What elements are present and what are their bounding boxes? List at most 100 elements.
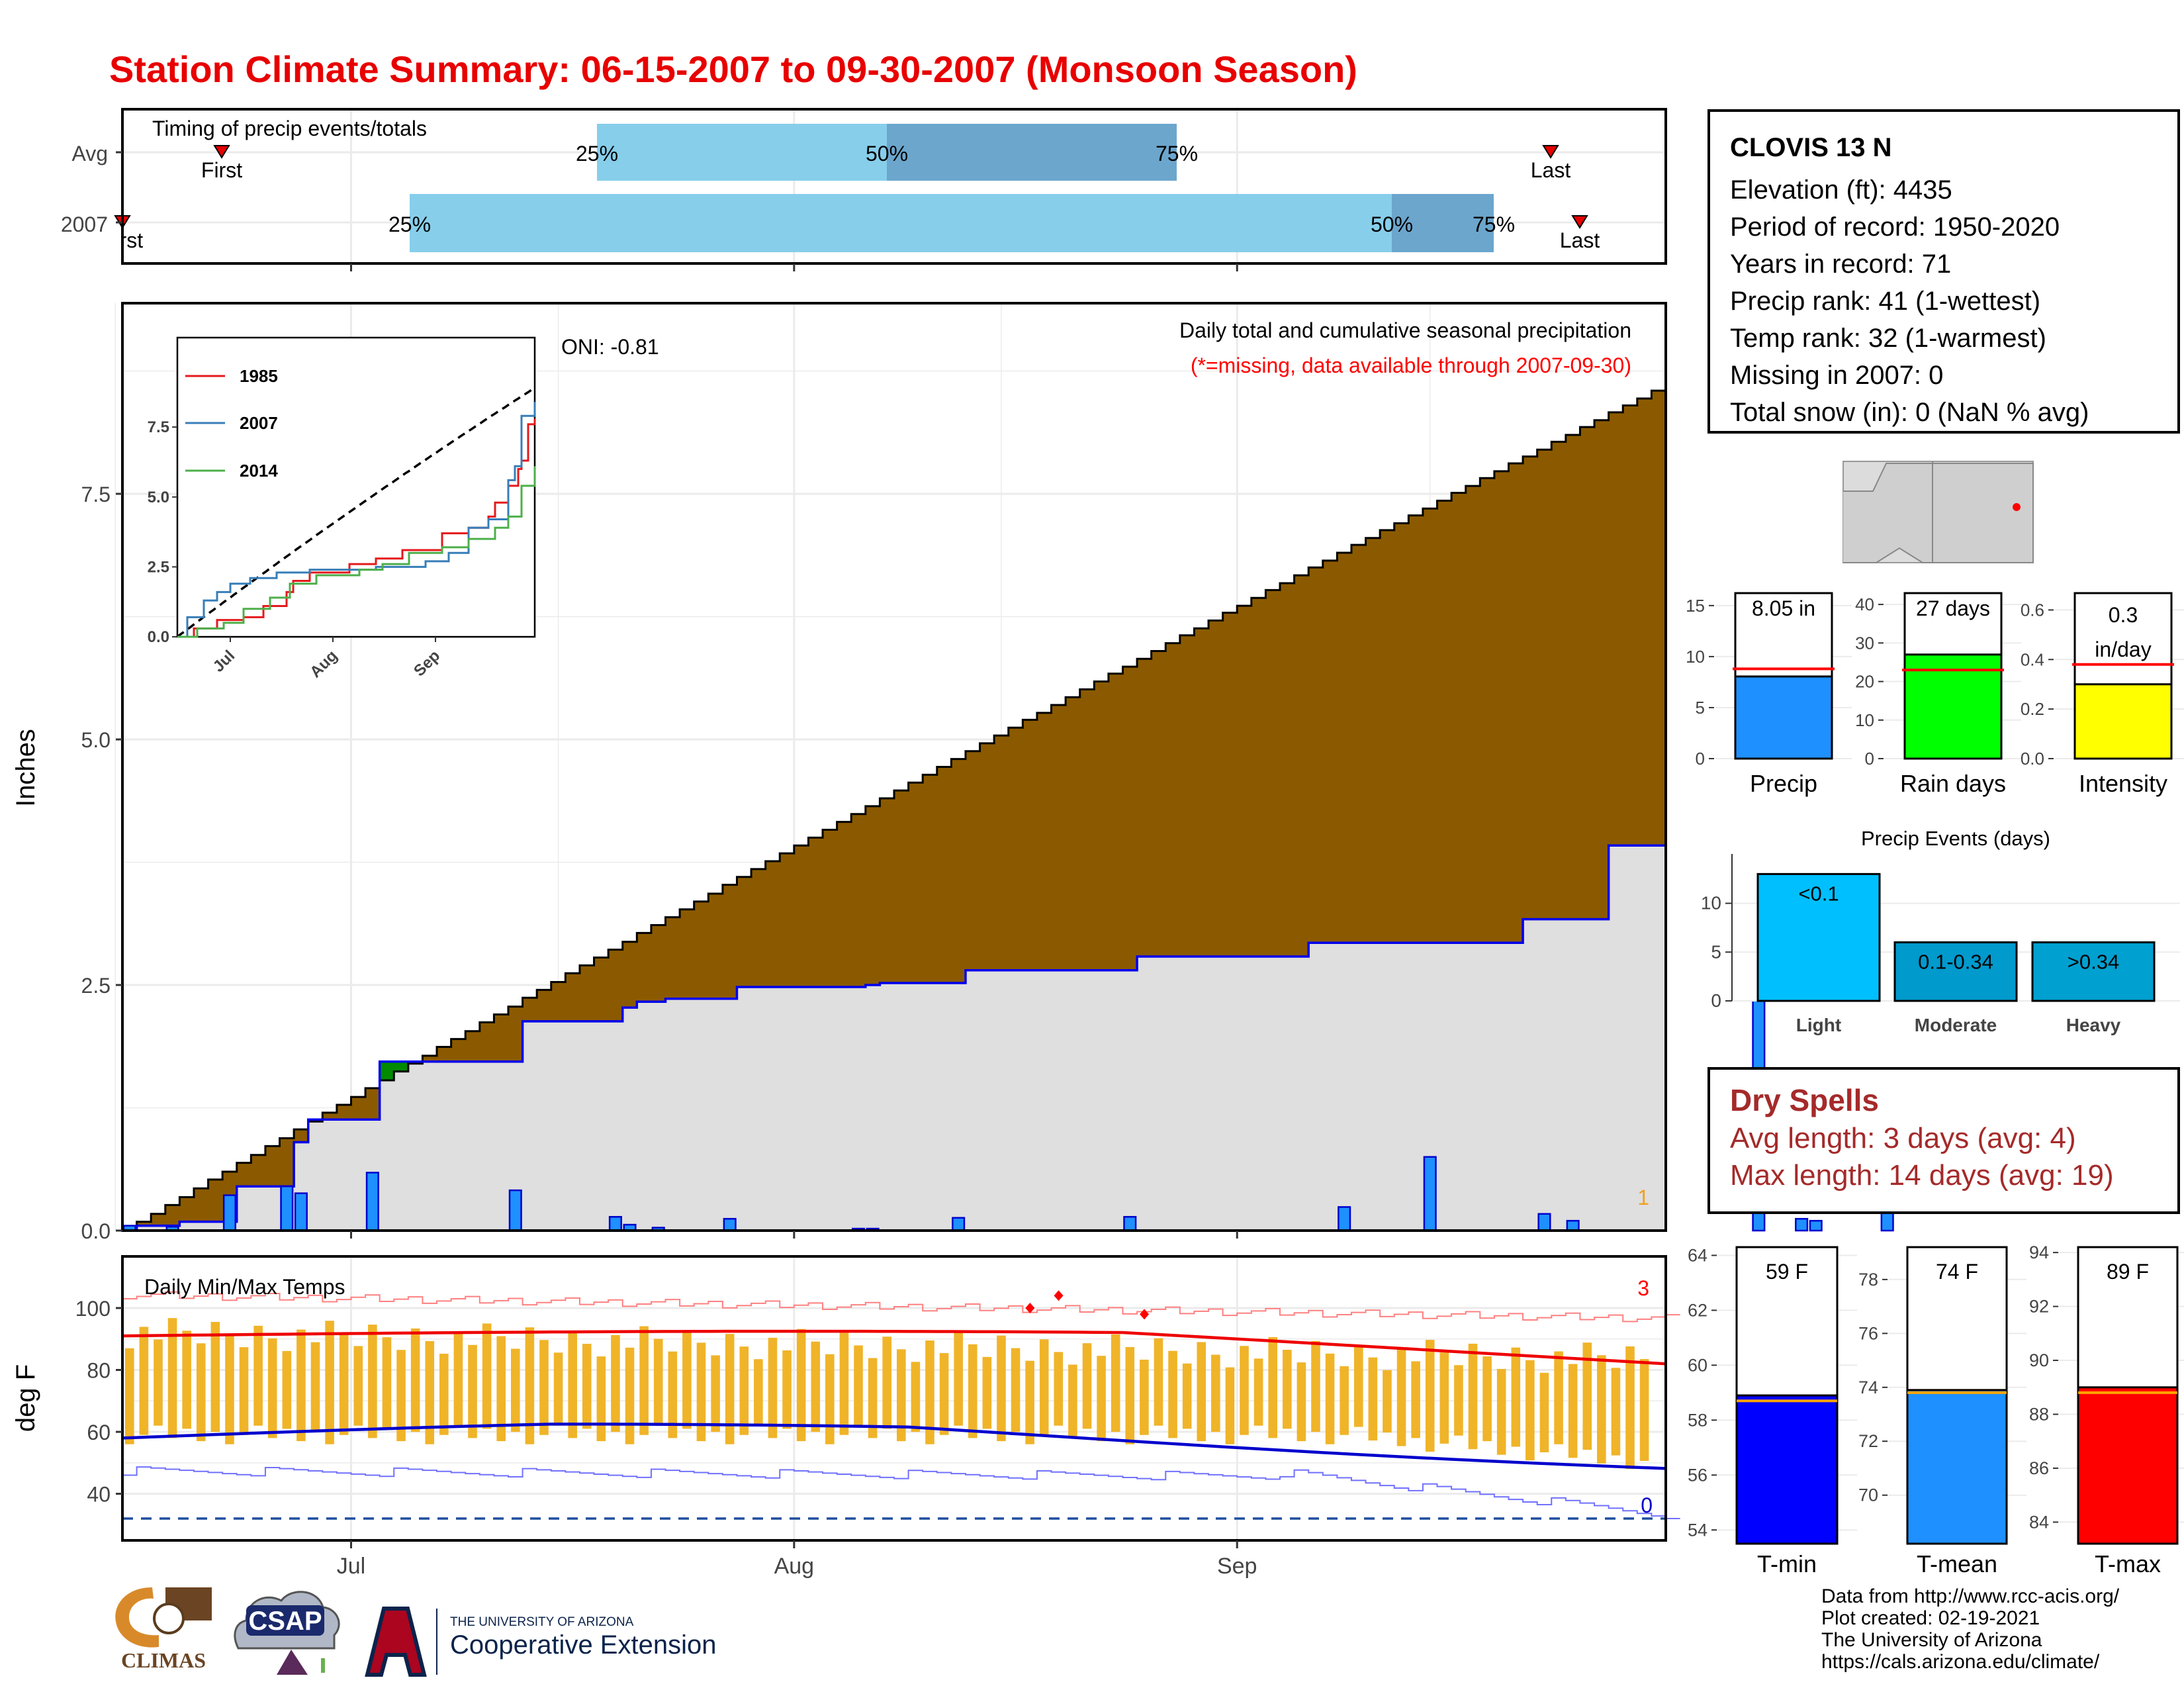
deficit-area — [465, 1031, 480, 1062]
events-bar-label: >0.34 — [2068, 951, 2119, 974]
daily-temp-range-bar — [1168, 1350, 1177, 1438]
temp-summary-ytick-label: 64 — [1688, 1245, 1707, 1265]
deficit-area — [1066, 697, 1081, 970]
daily-temp-range-bar — [1482, 1356, 1492, 1442]
daily-temp-range-bar — [425, 1340, 435, 1444]
daily-temp-range-bar — [253, 1325, 263, 1426]
deficit-area — [708, 893, 723, 999]
daily-temp-range-bar — [225, 1335, 234, 1444]
deficit-area — [694, 901, 709, 999]
deficit-area — [837, 821, 852, 987]
daily-temp-range-bar — [182, 1331, 191, 1429]
daily-temp-range-bar — [1011, 1348, 1021, 1432]
daily-temp-range-bar — [1511, 1347, 1521, 1447]
summary-ytick-label: 0.4 — [2021, 649, 2044, 669]
daily-temp-range-bar — [954, 1331, 963, 1426]
events-ytick-label: 5 — [1711, 941, 1721, 962]
ua-logo-big-text: Cooperative Extension — [450, 1630, 716, 1660]
temp-summary-value-label: 74 F — [1936, 1260, 1978, 1284]
temp-summary-value-label: 59 F — [1766, 1260, 1808, 1284]
deficit-area — [1179, 635, 1195, 957]
daily-precip-bar — [294, 1192, 308, 1232]
footer-line-university: The University of Arizona — [1821, 1629, 2042, 1651]
deficit-area — [1551, 442, 1567, 919]
deficit-area — [351, 1097, 366, 1120]
deficit-area — [1365, 538, 1381, 943]
footer-line-data: Data from http://www.rcc-acis.org/ — [1821, 1585, 2120, 1607]
daily-temp-range-bar — [511, 1348, 520, 1432]
daily-temp-range-bar — [639, 1326, 649, 1435]
daily-temp-range-bar — [496, 1336, 506, 1442]
temp-summary-ytick-label: 72 — [1858, 1431, 1878, 1451]
daily-precip-bar — [723, 1217, 737, 1232]
daily-precip-bar — [1123, 1215, 1137, 1232]
summary-ytick-label: 15 — [1686, 596, 1705, 616]
csap-logo-text: CSAP — [248, 1607, 322, 1636]
temp-summary-ytick-label: 58 — [1688, 1410, 1707, 1430]
daily-temp-range-bar — [854, 1345, 863, 1426]
deficit-area — [1036, 712, 1052, 970]
deficit-area — [537, 990, 552, 1021]
daily-precip-bar — [1809, 1219, 1823, 1232]
daily-temp-range-bar — [296, 1329, 306, 1442]
summary-ytick-label: 40 — [1855, 594, 1874, 614]
deficit-area — [851, 814, 866, 987]
summary-bar-label: Rain days — [1900, 770, 2006, 797]
summary-bar-value-unit: in/day — [2095, 637, 2151, 661]
timing-2007-25-50 — [410, 194, 1392, 252]
timing-row-avg-label: Avg — [71, 142, 108, 165]
deficit-area — [594, 957, 609, 1021]
deficit-area — [1023, 720, 1038, 970]
temp-ytick-label: 40 — [87, 1483, 111, 1507]
deficit-area — [823, 829, 838, 987]
daily-temp-range-bar — [1240, 1346, 1249, 1435]
daily-temp-range-bar — [267, 1338, 277, 1438]
daily-temp-range-bar — [439, 1354, 449, 1435]
daily-temp-range-bar — [310, 1342, 320, 1432]
deficit-area — [1308, 567, 1324, 943]
daily-temp-range-bar — [796, 1329, 806, 1442]
daily-temp-range-bar — [410, 1328, 420, 1432]
dry-spells-title: Dry Spells — [1730, 1083, 1879, 1117]
avg-tmin-line — [122, 1423, 1666, 1470]
daily-temp-range-bar — [825, 1354, 835, 1444]
csap-mountain — [277, 1650, 308, 1675]
daily-temp-range-bar — [782, 1350, 792, 1429]
inset-frame — [176, 336, 536, 638]
deficit-area — [751, 868, 766, 987]
temp-summary-ytick-label: 86 — [2029, 1458, 2049, 1478]
daily-temp-range-bar — [167, 1318, 177, 1438]
summary-ytick-label: 20 — [1855, 672, 1874, 692]
daily-temp-range-bar — [353, 1346, 363, 1426]
daily-temp-range-bar — [768, 1337, 778, 1438]
daily-precip-bar — [365, 1172, 379, 1232]
temp-summary-value-bar — [1735, 1394, 1839, 1545]
daily-temp-range-bar — [897, 1349, 906, 1442]
map-station-marker — [2013, 503, 2021, 511]
temp-summary-ytick-label: 74 — [1858, 1378, 1878, 1397]
temp-summary-ytick-label: 90 — [2029, 1350, 2049, 1370]
deficit-area — [1008, 727, 1023, 970]
deficit-area — [1280, 583, 1295, 957]
summary-bar-value — [1734, 675, 1833, 760]
deficit-area — [1594, 420, 1610, 919]
events-bar — [2031, 941, 2156, 1002]
deficit-area — [508, 1006, 523, 1062]
deficit-area — [808, 837, 823, 987]
daily-temp-range-bar — [1197, 1342, 1206, 1442]
daily-precip-bar — [1566, 1219, 1580, 1232]
x-axis-tick-label: Sep — [1217, 1554, 1257, 1579]
deficit-area — [1637, 399, 1653, 846]
daily-temp-range-bar — [1297, 1362, 1306, 1442]
timing-avg-75-label: 75% — [1156, 142, 1198, 165]
temp-summary-ytick-label: 92 — [2029, 1297, 2049, 1317]
inset-legend-label: 1985 — [240, 366, 278, 386]
daily-temp-range-bar — [711, 1355, 720, 1432]
deficit-area — [1394, 523, 1409, 943]
summary-ytick-label: 0 — [1696, 749, 1705, 769]
deficit-area — [236, 1162, 251, 1187]
deficit-area — [979, 743, 995, 970]
deficit-area — [1251, 598, 1267, 957]
temp-summary-ytick-label: 56 — [1688, 1465, 1707, 1485]
record-low-line — [122, 1466, 1680, 1519]
